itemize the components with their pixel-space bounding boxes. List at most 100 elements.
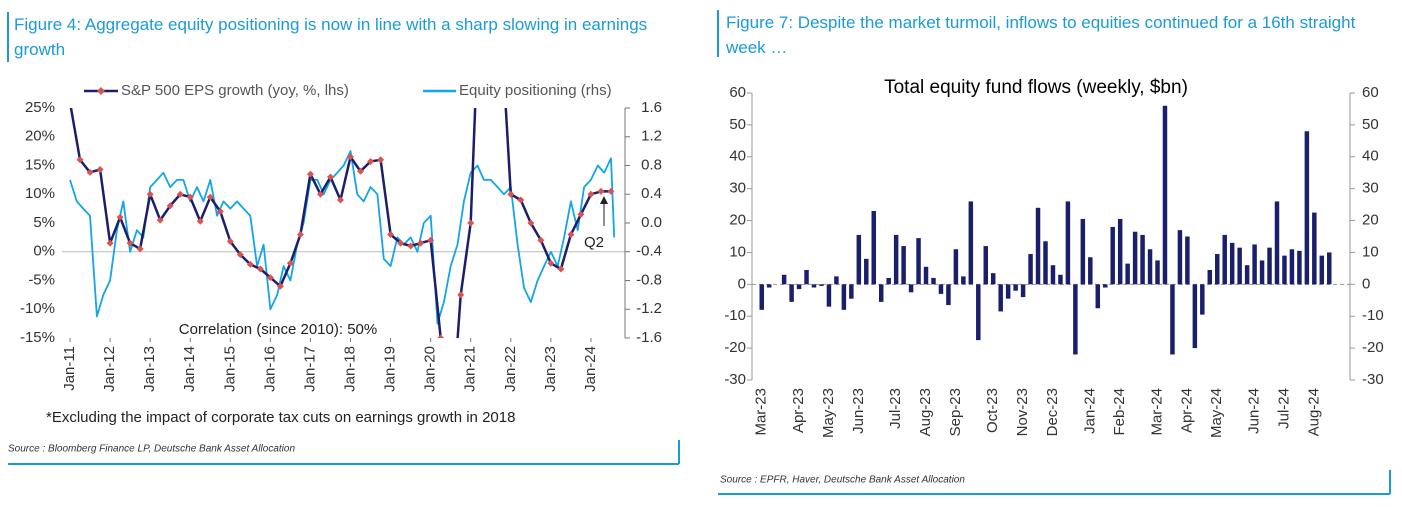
x-tick-label: Jan-13 bbox=[141, 346, 158, 392]
bar bbox=[976, 284, 981, 341]
x-tick-label: Nov-23 bbox=[1014, 388, 1031, 436]
bar bbox=[893, 234, 899, 285]
point-marker bbox=[166, 202, 174, 210]
x-tick-label: Jan-20 bbox=[422, 346, 439, 392]
bar bbox=[990, 273, 996, 285]
bar bbox=[1035, 207, 1041, 285]
x-tick-label: Dec-23 bbox=[1044, 388, 1061, 436]
bar bbox=[1080, 218, 1086, 285]
x-tick-label: Apr-23 bbox=[790, 388, 807, 433]
bar bbox=[1005, 284, 1011, 299]
point-marker bbox=[547, 259, 555, 267]
bar bbox=[886, 277, 891, 285]
point-marker bbox=[276, 282, 284, 290]
point-marker bbox=[537, 236, 545, 244]
legend-swatch bbox=[97, 87, 105, 95]
point-marker bbox=[316, 190, 324, 198]
bar bbox=[1043, 241, 1048, 285]
y2-tick-label: 1.2 bbox=[641, 128, 662, 145]
bar bbox=[878, 284, 884, 302]
point-marker bbox=[326, 173, 334, 181]
x-tick-label: Mar-23 bbox=[753, 388, 770, 436]
x-tick-label: Jan-22 bbox=[502, 346, 519, 392]
x-tick-label: Apr-24 bbox=[1178, 388, 1195, 433]
bar bbox=[1073, 284, 1078, 355]
bar bbox=[826, 284, 832, 307]
point-marker bbox=[387, 231, 395, 238]
bar bbox=[916, 238, 921, 285]
y2-tick-label: -10 bbox=[1362, 307, 1384, 324]
x-tick-label: May-23 bbox=[820, 388, 837, 438]
bar bbox=[1177, 230, 1183, 285]
point-marker bbox=[336, 196, 344, 204]
y-tick-label: 5% bbox=[33, 214, 55, 231]
bar bbox=[1222, 234, 1227, 285]
point-marker bbox=[296, 231, 304, 238]
annotation: Correlation (since 2010): 50% bbox=[179, 321, 377, 338]
y-tick-label: 20 bbox=[729, 212, 746, 229]
bar bbox=[766, 284, 772, 288]
point-marker bbox=[397, 239, 405, 247]
bar bbox=[789, 284, 794, 302]
y2-tick-label: -1.6 bbox=[636, 329, 662, 346]
bar bbox=[1095, 284, 1101, 309]
bar bbox=[1028, 254, 1033, 285]
bar bbox=[1192, 284, 1198, 349]
bar bbox=[819, 284, 824, 286]
x-tick-label: Jan-14 bbox=[181, 346, 198, 392]
bar bbox=[1155, 260, 1160, 285]
point-marker bbox=[367, 157, 375, 165]
x-tick-label: Jan-16 bbox=[261, 346, 278, 392]
bar bbox=[1185, 236, 1190, 285]
y2-tick-label: 0 bbox=[1362, 275, 1370, 292]
x-tick-label: May-24 bbox=[1208, 388, 1225, 438]
x-tick-label: Aug-23 bbox=[917, 388, 934, 436]
point-marker bbox=[517, 196, 525, 204]
y-tick-label: 15% bbox=[25, 156, 55, 173]
y2-tick-label: -30 bbox=[1362, 371, 1384, 388]
point-marker bbox=[146, 190, 154, 198]
x-tick-label: Aug-24 bbox=[1305, 388, 1322, 436]
bar bbox=[1147, 249, 1153, 285]
point-marker bbox=[266, 274, 274, 282]
y-tick-label: 40 bbox=[729, 148, 746, 165]
point-marker bbox=[116, 213, 124, 221]
bar bbox=[1267, 247, 1272, 285]
point-marker bbox=[607, 187, 615, 195]
point-marker bbox=[236, 251, 244, 259]
annotation-arrow bbox=[600, 196, 608, 204]
y-tick-label: 25% bbox=[25, 99, 55, 116]
point-marker bbox=[347, 153, 355, 161]
bar bbox=[946, 284, 951, 306]
bar bbox=[811, 284, 817, 288]
y-tick-label: -10 bbox=[724, 307, 746, 324]
point-marker bbox=[86, 168, 94, 176]
bar bbox=[781, 274, 787, 285]
bar bbox=[908, 284, 914, 293]
point-marker bbox=[507, 190, 515, 198]
y-tick-label: 30 bbox=[729, 180, 746, 197]
bar bbox=[759, 284, 764, 310]
bar bbox=[796, 284, 802, 290]
bar bbox=[1103, 284, 1108, 288]
bar bbox=[1170, 284, 1175, 355]
bar bbox=[1297, 250, 1302, 285]
bar bbox=[1289, 249, 1295, 285]
figure-title: Figure 4: Aggregate equity positioning i… bbox=[14, 15, 648, 59]
x-tick-label: Jan-21 bbox=[462, 346, 479, 392]
y-tick-label: 60 bbox=[729, 84, 746, 101]
bar bbox=[1110, 226, 1115, 285]
bar bbox=[1088, 257, 1093, 285]
bar bbox=[1282, 255, 1287, 285]
x-tick-label: Sep-23 bbox=[947, 388, 964, 436]
bar bbox=[1058, 274, 1063, 285]
bar bbox=[871, 210, 876, 285]
plot bbox=[69, 108, 616, 338]
y-tick-label: 10 bbox=[729, 243, 746, 260]
y-tick-label: 50 bbox=[729, 116, 746, 133]
bar bbox=[931, 277, 936, 285]
bar bbox=[1065, 201, 1071, 285]
point-marker bbox=[597, 187, 605, 195]
